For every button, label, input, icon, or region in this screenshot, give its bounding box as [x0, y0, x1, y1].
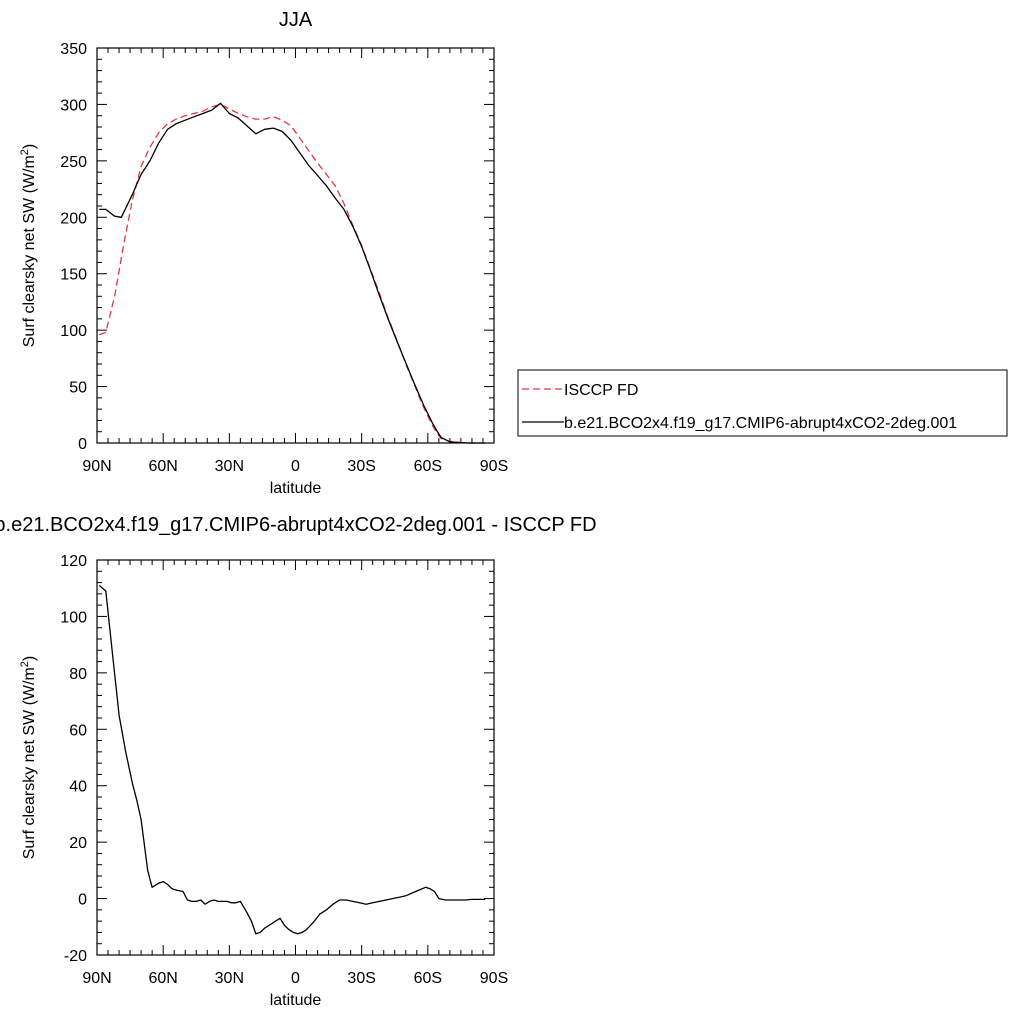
chart-panel-top: JJA 90N 60N 30N 0 30S 60S 90S 0 50 100 150 200 250 300… — [19, 9, 508, 497]
y-tick-label: 300 — [60, 97, 87, 114]
x-tick-label: 90N — [82, 970, 111, 987]
y-tick-label: 40 — [69, 779, 87, 796]
y-axis-label-superscript: 2 — [19, 149, 31, 155]
y-tick-label: -20 — [64, 948, 87, 965]
x-tick-label: 30N — [215, 970, 244, 987]
y-tick-label: 80 — [69, 666, 87, 683]
x-tick-label: 60S — [414, 458, 442, 475]
y-tick-label: 100 — [60, 609, 87, 626]
y-tick-label: 100 — [60, 323, 87, 340]
x-tick-label: 60N — [148, 970, 177, 987]
x-tick-label: 90S — [480, 970, 508, 987]
y-tick-label: 0 — [78, 436, 87, 453]
y-axis-label: Surf clearsky net SW (W/m2) — [19, 144, 38, 347]
y-axis-label-main: Surf clearsky net SW (W/m — [21, 155, 38, 347]
y-axis-label-end: ) — [21, 144, 38, 149]
x-tick-label: 30N — [215, 458, 244, 475]
series-line-0 — [98, 103, 486, 444]
y-tick-label: 250 — [60, 154, 87, 171]
legend-label-0: ISCCP FD — [564, 382, 638, 399]
legend-label-1: b.e21.BCO2x4.f19_g17.CMIP6-abrupt4xCO2-2… — [564, 415, 957, 432]
x-tick-label: 30S — [347, 970, 375, 987]
y-tick-label: 350 — [60, 41, 87, 58]
x-tick-label: 0 — [291, 458, 300, 475]
x-axis-label: latitude — [270, 480, 322, 497]
x-tick-label: 60S — [414, 970, 442, 987]
plot-frame — [96, 559, 495, 956]
x-tick-label: 0 — [291, 970, 300, 987]
x-tick-label: 30S — [347, 458, 375, 475]
x-tick-label: 60N — [148, 458, 177, 475]
y-tick-label: 50 — [69, 380, 87, 397]
x-tick-label: 90S — [480, 458, 508, 475]
plot-frame — [96, 47, 495, 444]
y-tick-label: 200 — [60, 210, 87, 227]
y-tick-label: 150 — [60, 267, 87, 284]
y-axis-label-superscript: 2 — [19, 661, 31, 667]
legend: ISCCP FD b.e21.BCO2x4.f19_g17.CMIP6-abrup… — [517, 369, 1008, 437]
x-axis-label: latitude — [270, 992, 322, 1009]
chart-title: b.e21.BCO2x4.f19_g17.CMIP6-abrupt4xCO2-2… — [0, 514, 597, 536]
y-tick-label: 20 — [69, 835, 87, 852]
series-line-1 — [99, 102, 486, 444]
y-tick-label: 0 — [78, 892, 87, 909]
y-tick-label: 60 — [69, 722, 87, 739]
y-tick-label: 120 — [60, 553, 87, 570]
legend-box — [517, 369, 1008, 437]
series-line-0 — [98, 584, 486, 935]
chart-panel-bottom: b.e21.BCO2x4.f19_g17.CMIP6-abrupt4xCO2-2… — [0, 514, 597, 1009]
y-axis-label-main: Surf clearsky net SW (W/m — [21, 667, 38, 859]
y-axis-label: Surf clearsky net SW (W/m2) — [19, 656, 38, 859]
y-axis-label-end: ) — [21, 656, 38, 661]
x-tick-label: 90N — [82, 458, 111, 475]
chart-title: JJA — [279, 9, 313, 31]
